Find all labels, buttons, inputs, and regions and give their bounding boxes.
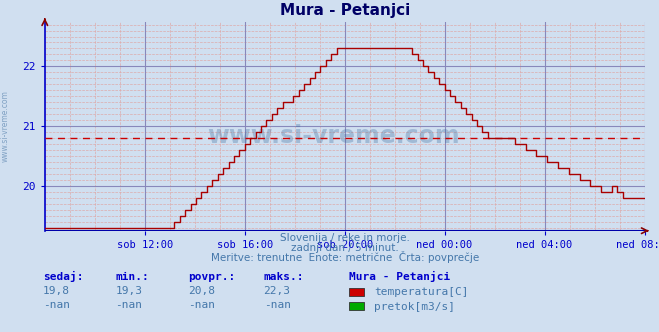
Text: maks.:: maks.: xyxy=(264,272,304,282)
Text: zadnji dan / 5 minut.: zadnji dan / 5 minut. xyxy=(291,243,399,253)
Text: www.si-vreme.com: www.si-vreme.com xyxy=(207,124,459,148)
Text: -nan: -nan xyxy=(43,300,70,310)
Text: 19,8: 19,8 xyxy=(43,286,70,296)
Text: -nan: -nan xyxy=(115,300,142,310)
Text: Slovenija / reke in morje.: Slovenija / reke in morje. xyxy=(279,233,410,243)
Text: sedaj:: sedaj: xyxy=(43,271,83,282)
Text: www.si-vreme.com: www.si-vreme.com xyxy=(1,90,10,162)
Text: povpr.:: povpr.: xyxy=(188,272,235,282)
Text: pretok[m3/s]: pretok[m3/s] xyxy=(374,302,455,312)
Text: -nan: -nan xyxy=(264,300,291,310)
Text: 22,3: 22,3 xyxy=(264,286,291,296)
Text: 19,3: 19,3 xyxy=(115,286,142,296)
Text: Mura - Petanjci: Mura - Petanjci xyxy=(349,271,451,282)
Text: temperatura[C]: temperatura[C] xyxy=(374,288,469,297)
Text: Meritve: trenutne  Enote: metrične  Črta: povprečje: Meritve: trenutne Enote: metrične Črta: … xyxy=(210,251,479,263)
Text: 20,8: 20,8 xyxy=(188,286,215,296)
Text: min.:: min.: xyxy=(115,272,149,282)
Text: -nan: -nan xyxy=(188,300,215,310)
Title: Mura - Petanjci: Mura - Petanjci xyxy=(279,3,410,18)
